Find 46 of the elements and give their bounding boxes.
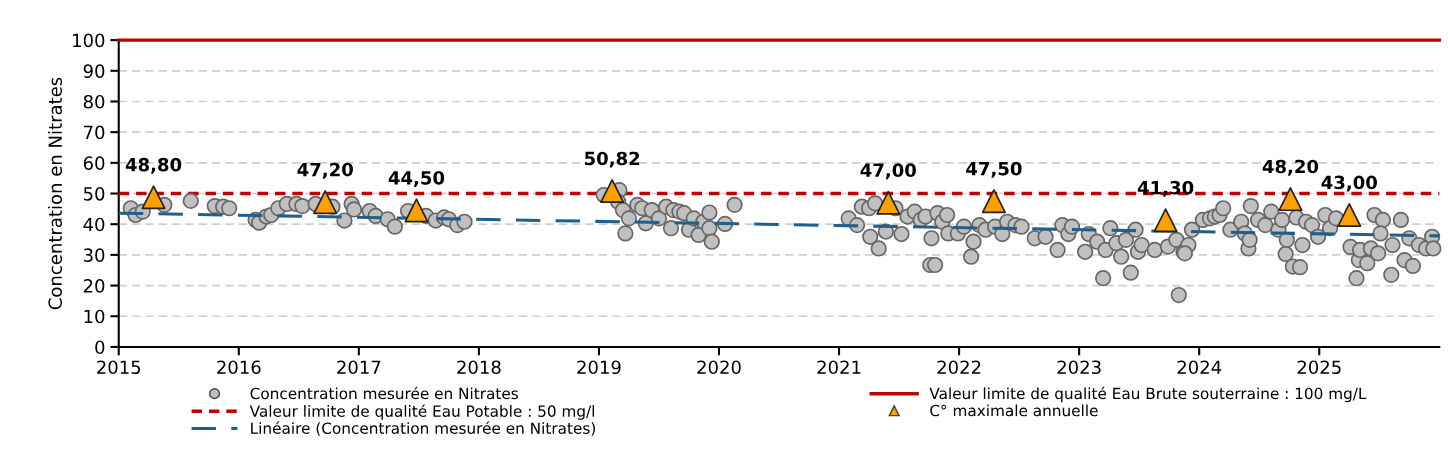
data-label: 48,80 <box>125 157 182 174</box>
y-tick-label: 100 <box>73 33 105 48</box>
x-tick-label: 2024 <box>1177 360 1222 375</box>
legend-label: C° maximale annuelle <box>930 404 1098 417</box>
x-tick-label: 2022 <box>937 360 981 375</box>
x-tick-label: 2023 <box>1057 360 1101 375</box>
y-tick-label: 50 <box>83 186 105 201</box>
x-tick-label: 2021 <box>817 360 861 375</box>
y-tick-label: 70 <box>84 125 105 140</box>
legend-label: Valeur limite de qualité Eau Potable : 50 mg/l <box>249 404 595 420</box>
x-tick-label: 2016 <box>217 360 261 375</box>
y-axis-title: Concentration en Nitrates <box>48 77 63 310</box>
data-label: 50,82 <box>584 151 640 168</box>
x-tick-label: 2020 <box>697 360 741 375</box>
point <box>876 190 901 215</box>
data-label: 43,00 <box>1321 175 1377 192</box>
y-tick-label: 60 <box>83 156 105 170</box>
x-tick-label: 2018 <box>457 360 501 375</box>
point <box>600 178 625 204</box>
y-tick-label: 40 <box>83 217 105 232</box>
y-tick-label: 90 <box>83 64 105 78</box>
point <box>141 185 166 210</box>
y-tick-label: 30 <box>83 248 105 262</box>
x-tick-label: 2019 <box>577 360 621 375</box>
y-tick-label: 80 <box>83 94 105 109</box>
data-label: 47,50 <box>966 161 1022 178</box>
point <box>1278 187 1303 212</box>
data-label: 47,20 <box>297 162 353 179</box>
y-tick-label: 20 <box>83 279 105 293</box>
y-tick-label: 10 <box>84 309 105 324</box>
legend-label: Concentration mesurée en Nitrates <box>250 386 518 400</box>
legend-label: Linéaire (Concentration mesurée en Nitrates) <box>251 421 595 436</box>
point <box>1337 202 1362 228</box>
y-tick-label: 0 <box>95 340 105 355</box>
point <box>981 189 1006 214</box>
data-label: 48,20 <box>1262 159 1319 176</box>
data-label: 41,30 <box>1137 180 1194 197</box>
legend-label: Valeur limite de qualité Eau Brute souterraine : 100 mg/L <box>929 386 1367 403</box>
point <box>313 190 338 215</box>
x-tick-label: 2017 <box>337 360 381 375</box>
data-label: 47,00 <box>860 163 916 180</box>
point <box>1153 208 1178 233</box>
point <box>404 198 429 223</box>
x-tick-label: 2015 <box>97 360 141 375</box>
x-tick-label: 2025 <box>1297 360 1341 375</box>
data-label: 44,50 <box>388 171 445 187</box>
